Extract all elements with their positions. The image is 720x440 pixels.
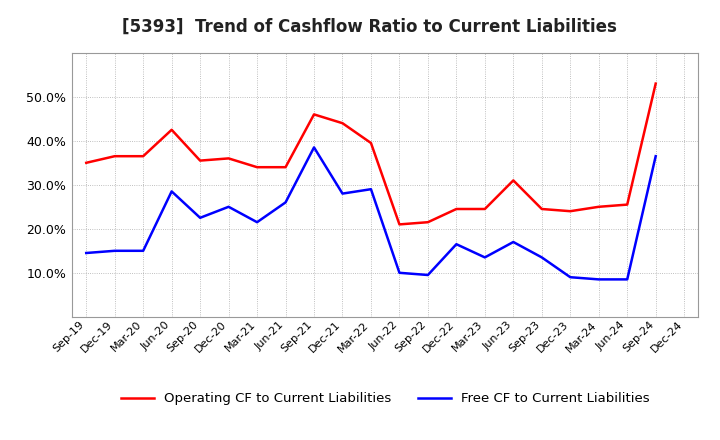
Free CF to Current Liabilities: [452, 242, 461, 247]
Line: Free CF to Current Liabilities: Free CF to Current Liabilities: [86, 147, 656, 279]
Legend: Operating CF to Current Liabilities, Free CF to Current Liabilities: Operating CF to Current Liabilities, Fre…: [115, 387, 655, 411]
Free CF to Current Liabilities: [253, 220, 261, 225]
Operating CF to Current Liabilities: [167, 127, 176, 132]
Free CF to Current Liabilities: [110, 248, 119, 253]
Operating CF to Current Liabilities: [310, 112, 318, 117]
Operating CF to Current Liabilities: [452, 206, 461, 212]
Operating CF to Current Liabilities: [366, 140, 375, 146]
Free CF to Current Liabilities: [225, 204, 233, 209]
Operating CF to Current Liabilities: [480, 206, 489, 212]
Operating CF to Current Liabilities: [623, 202, 631, 207]
Operating CF to Current Liabilities: [82, 160, 91, 165]
Free CF to Current Liabilities: [82, 250, 91, 256]
Operating CF to Current Liabilities: [253, 165, 261, 170]
Free CF to Current Liabilities: [566, 275, 575, 280]
Operating CF to Current Liabilities: [537, 206, 546, 212]
Operating CF to Current Liabilities: [395, 222, 404, 227]
Free CF to Current Liabilities: [310, 145, 318, 150]
Free CF to Current Liabilities: [366, 187, 375, 192]
Operating CF to Current Liabilities: [509, 178, 518, 183]
Line: Operating CF to Current Liabilities: Operating CF to Current Liabilities: [86, 84, 656, 224]
Operating CF to Current Liabilities: [196, 158, 204, 163]
Operating CF to Current Liabilities: [110, 154, 119, 159]
Free CF to Current Liabilities: [139, 248, 148, 253]
Operating CF to Current Liabilities: [338, 121, 347, 126]
Free CF to Current Liabilities: [537, 255, 546, 260]
Free CF to Current Liabilities: [652, 154, 660, 159]
Operating CF to Current Liabilities: [423, 220, 432, 225]
Text: [5393]  Trend of Cashflow Ratio to Current Liabilities: [5393] Trend of Cashflow Ratio to Curren…: [122, 18, 617, 36]
Operating CF to Current Liabilities: [282, 165, 290, 170]
Free CF to Current Liabilities: [196, 215, 204, 220]
Free CF to Current Liabilities: [423, 272, 432, 278]
Free CF to Current Liabilities: [338, 191, 347, 196]
Free CF to Current Liabilities: [509, 239, 518, 245]
Free CF to Current Liabilities: [595, 277, 603, 282]
Operating CF to Current Liabilities: [139, 154, 148, 159]
Free CF to Current Liabilities: [395, 270, 404, 275]
Free CF to Current Liabilities: [623, 277, 631, 282]
Operating CF to Current Liabilities: [652, 81, 660, 86]
Free CF to Current Liabilities: [282, 200, 290, 205]
Free CF to Current Liabilities: [167, 189, 176, 194]
Operating CF to Current Liabilities: [225, 156, 233, 161]
Free CF to Current Liabilities: [480, 255, 489, 260]
Operating CF to Current Liabilities: [595, 204, 603, 209]
Operating CF to Current Liabilities: [566, 209, 575, 214]
